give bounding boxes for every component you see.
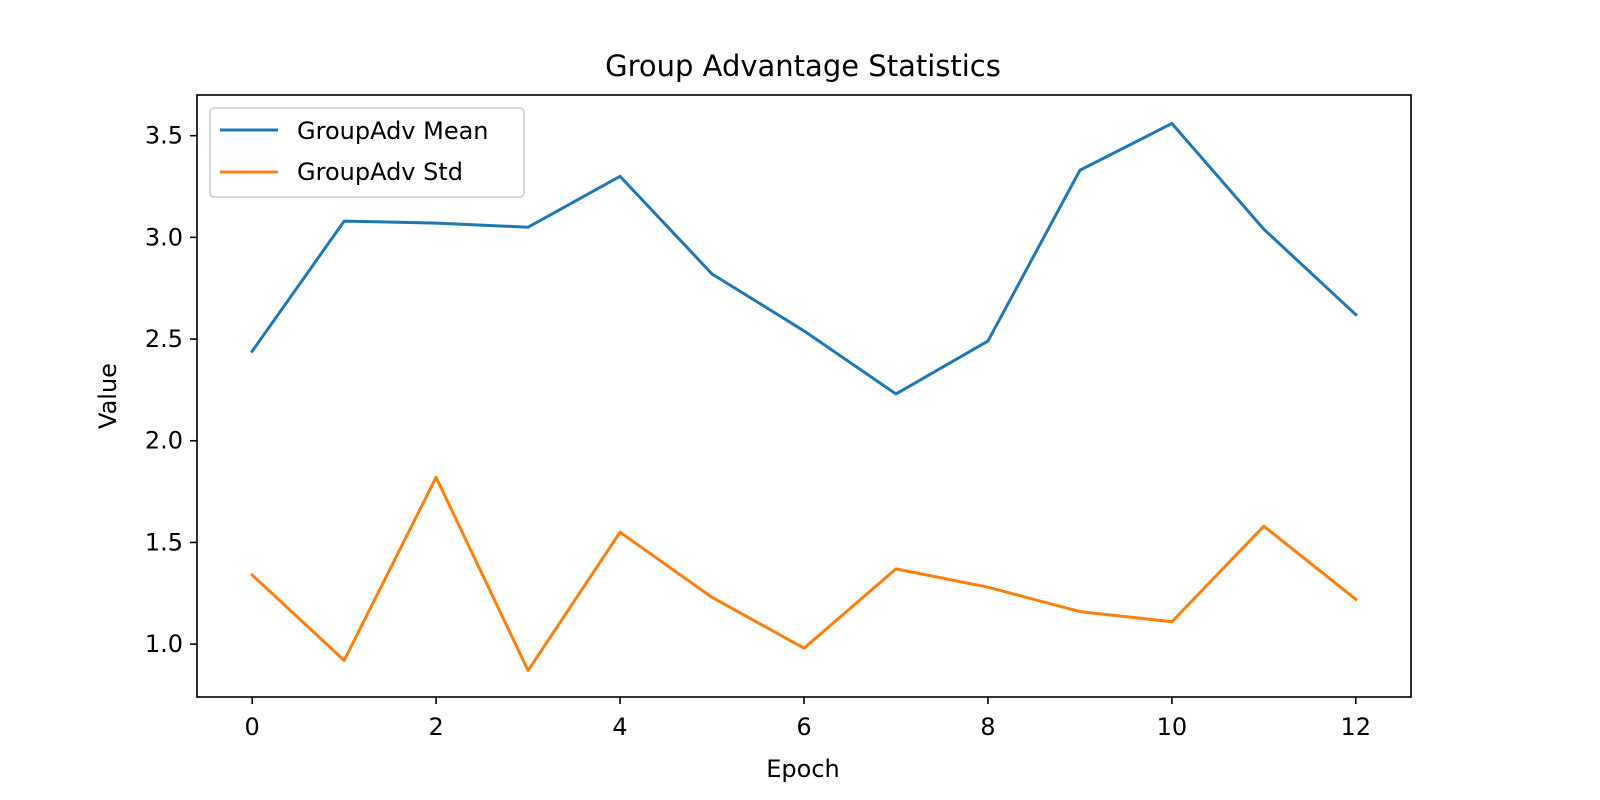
series-layer	[250, 121, 1358, 673]
x-axis-label: Epoch	[766, 755, 840, 783]
x-tick-label: 4	[612, 713, 627, 741]
plot-frame	[196, 94, 1412, 698]
y-tick-label: 2.0	[145, 427, 183, 455]
y-tick-label: 3.0	[145, 223, 183, 251]
legend-box	[209, 107, 525, 198]
y-tick-label: 3.5	[145, 122, 183, 150]
y-tick-label: 2.5	[145, 325, 183, 353]
ticks-layer: 0 2 4 6 8 10 12 1.0 1.5 2.0 2.5 3.0 3.5	[145, 122, 1371, 741]
legend-label-groupadv-std: GroupAdv Std	[297, 158, 463, 186]
legend: GroupAdv Mean GroupAdv Std	[209, 107, 525, 198]
series-line-groupadv-std	[250, 475, 1358, 673]
x-tick-label: 8	[980, 713, 995, 741]
y-tick-label: 1.5	[145, 528, 183, 556]
series-line-groupadv-mean	[250, 121, 1358, 396]
x-tick-label: 12	[1341, 713, 1372, 741]
chart-title: Group Advantage Statistics	[605, 49, 1001, 83]
legend-label-groupadv-mean: GroupAdv Mean	[297, 117, 489, 145]
x-tick-label: 2	[428, 713, 443, 741]
x-tick-label: 6	[796, 713, 811, 741]
y-tick-label: 1.0	[145, 630, 183, 658]
x-tick-label: 0	[245, 713, 260, 741]
y-axis-label: Value	[94, 363, 122, 429]
x-tick-label: 10	[1157, 713, 1188, 741]
